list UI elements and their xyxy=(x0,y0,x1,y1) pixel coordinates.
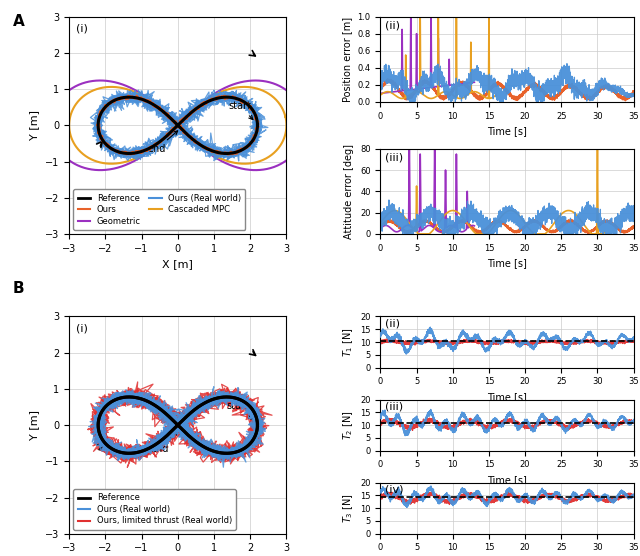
Text: (iv): (iv) xyxy=(385,485,404,495)
Text: B: B xyxy=(13,281,24,296)
Text: (ii): (ii) xyxy=(385,319,401,329)
Text: A: A xyxy=(13,14,24,29)
X-axis label: X [m]: X [m] xyxy=(163,259,193,269)
Text: end: end xyxy=(147,131,178,155)
Text: start: start xyxy=(227,401,253,419)
X-axis label: Time [s]: Time [s] xyxy=(487,475,527,485)
Text: (iii): (iii) xyxy=(385,401,404,411)
Y-axis label: $T_1$ [N]: $T_1$ [N] xyxy=(340,327,355,357)
Legend: Reference, Ours, Geometric, Ours (Real world), Cascaded MPC: Reference, Ours, Geometric, Ours (Real w… xyxy=(74,190,246,230)
Y-axis label: Attitude error [deg]: Attitude error [deg] xyxy=(344,144,355,239)
Y-axis label: Y [m]: Y [m] xyxy=(29,110,40,140)
X-axis label: Time [s]: Time [s] xyxy=(487,258,527,268)
Legend: Reference, Ours (Real world), Ours, limited thrust (Real world): Reference, Ours (Real world), Ours, limi… xyxy=(74,489,236,530)
Text: (iii): (iii) xyxy=(385,152,404,162)
Text: (ii): (ii) xyxy=(385,20,401,30)
Y-axis label: $T_2$ [N]: $T_2$ [N] xyxy=(340,410,355,440)
Text: start: start xyxy=(228,101,253,120)
Text: (i): (i) xyxy=(76,23,88,33)
Y-axis label: Position error [m]: Position error [m] xyxy=(342,17,352,102)
Text: (i): (i) xyxy=(76,323,88,333)
Y-axis label: $T_3$ [N]: $T_3$ [N] xyxy=(340,493,355,523)
X-axis label: Time [s]: Time [s] xyxy=(487,392,527,402)
Y-axis label: Y [m]: Y [m] xyxy=(29,410,40,440)
X-axis label: Time [s]: Time [s] xyxy=(487,126,527,136)
Text: end: end xyxy=(150,431,178,454)
